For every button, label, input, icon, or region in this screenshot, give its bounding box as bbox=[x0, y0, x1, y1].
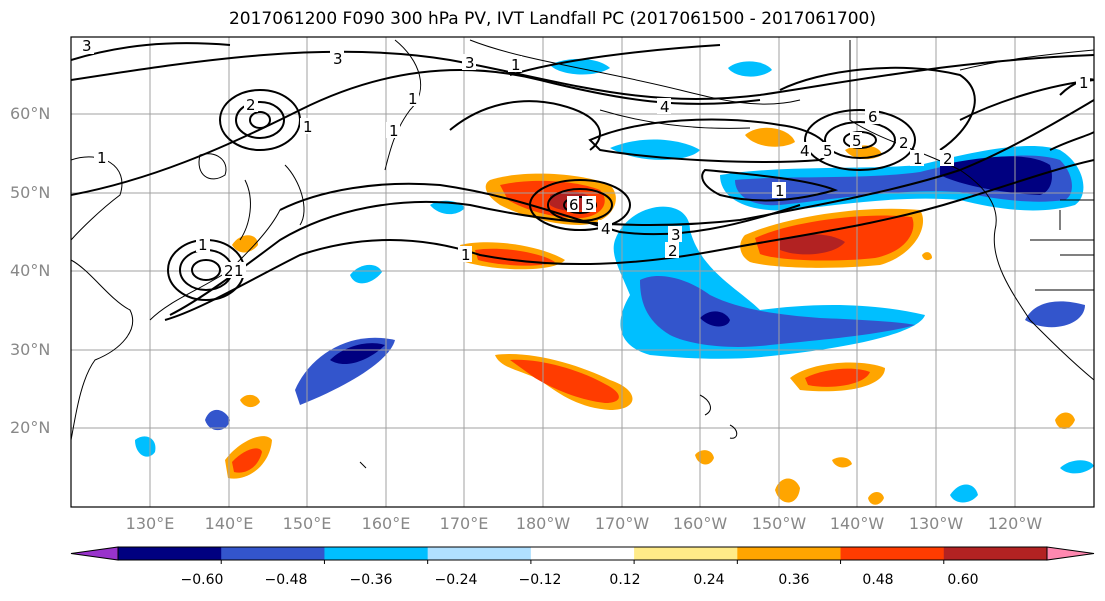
colorbar-outline bbox=[117, 546, 1048, 561]
map-frame bbox=[70, 36, 1095, 508]
positive-anomaly-region bbox=[868, 492, 884, 505]
contour-labels: 3 3 1 1 1 1 2 3 4 5 6 1 1 2 1 4 5 6 1 2 … bbox=[80, 37, 1090, 280]
positive-anomaly-region bbox=[1055, 412, 1075, 429]
contour-label: 4 bbox=[601, 220, 611, 238]
contour-label: 3 bbox=[671, 226, 681, 244]
colorbar-segment bbox=[840, 547, 945, 560]
map-panel: 3 3 1 1 1 1 2 3 4 5 6 1 1 2 1 4 5 6 1 2 … bbox=[70, 36, 1095, 508]
contour-label: 1 bbox=[389, 122, 399, 140]
longitude-label: 170°W bbox=[594, 514, 650, 533]
negative-anomaly-region bbox=[205, 409, 230, 431]
colorbar-segment bbox=[530, 547, 635, 560]
longitude-label: 130°E bbox=[125, 514, 175, 533]
map-title: 2017061200 F090 300 hPa PV, IVT Landfall… bbox=[228, 9, 876, 29]
colorbar-tick-label: −0.12 bbox=[518, 572, 562, 588]
colorbar-tick-label: 0.48 bbox=[862, 572, 894, 588]
contour-label: 5 bbox=[852, 132, 862, 150]
latitude-label: 40°N bbox=[10, 261, 51, 280]
contour-label: 1 bbox=[303, 118, 313, 136]
contour-label: 2 bbox=[668, 242, 678, 260]
colorbar-tick-label: 0.60 bbox=[947, 572, 979, 588]
contour-label: 2 bbox=[246, 96, 256, 114]
contour-label: 2 bbox=[224, 262, 234, 280]
contour-label: 1 bbox=[461, 246, 471, 264]
contour-label: 1 bbox=[198, 236, 208, 254]
pv-contours bbox=[71, 42, 1094, 321]
contour-label: 3 bbox=[465, 54, 475, 72]
contour-label: 1 bbox=[1079, 74, 1089, 92]
positive-anomaly-region bbox=[780, 234, 845, 255]
contour-label: 1 bbox=[97, 149, 107, 167]
colorbar-segment bbox=[737, 547, 842, 560]
colorbar-tick-label: −0.60 bbox=[180, 572, 224, 588]
positive-anomaly-region bbox=[922, 252, 932, 261]
colorbar-segment bbox=[427, 547, 532, 560]
contour-label: 1 bbox=[913, 150, 923, 168]
negative-anomaly-region bbox=[330, 343, 385, 365]
colorbar-segment bbox=[943, 547, 1048, 560]
latitude-label: 50°N bbox=[10, 183, 51, 202]
colorbar-tick-label: 0.36 bbox=[778, 572, 810, 588]
colorbar-segment bbox=[221, 547, 325, 560]
contour-label: 4 bbox=[800, 142, 810, 160]
colorbar-extend-high bbox=[1046, 546, 1095, 561]
negative-anomaly-region bbox=[640, 275, 915, 347]
contour-label: 4 bbox=[660, 98, 670, 116]
graticule bbox=[71, 37, 1094, 507]
contour-label: 3 bbox=[333, 50, 343, 68]
colorbar-tick-label: −0.48 bbox=[264, 572, 308, 588]
positive-anomaly-region bbox=[745, 127, 795, 147]
longitude-label: 120°W bbox=[987, 514, 1043, 533]
longitude-label: 130°W bbox=[908, 514, 964, 533]
colorbar-tick-label: 0.12 bbox=[609, 572, 641, 588]
negative-anomaly-region bbox=[1060, 460, 1094, 474]
latitude-label: 20°N bbox=[10, 418, 51, 437]
longitude-label: 180°W bbox=[515, 514, 571, 533]
contour-label: 1 bbox=[408, 90, 418, 108]
longitude-label: 160°W bbox=[672, 514, 728, 533]
positive-anomaly-region bbox=[510, 359, 619, 403]
positive-anomaly-region bbox=[240, 394, 260, 408]
latitude-label: 60°N bbox=[10, 104, 51, 123]
positive-anomaly-region bbox=[232, 448, 262, 473]
negative-anomaly-region bbox=[700, 311, 730, 327]
contour-label: 5 bbox=[823, 142, 833, 160]
colorbar-segment bbox=[634, 547, 738, 560]
longitude-label: 160°E bbox=[361, 514, 411, 533]
contour-label: 1 bbox=[511, 56, 521, 74]
colorbar-segment bbox=[118, 547, 222, 560]
negative-anomaly-region bbox=[350, 264, 382, 284]
contour-label: 5 bbox=[585, 196, 595, 214]
contour-label: 1 bbox=[234, 262, 244, 280]
colorbar-tick-label: 0.24 bbox=[693, 572, 725, 588]
positive-anomaly-region bbox=[845, 145, 882, 160]
contour-label: 3 bbox=[82, 37, 92, 55]
contour-label: 2 bbox=[943, 150, 953, 168]
longitude-label: 150°E bbox=[282, 514, 332, 533]
longitude-label: 140°E bbox=[204, 514, 254, 533]
contour-label: 2 bbox=[899, 134, 909, 152]
longitude-label: 170°E bbox=[439, 514, 489, 533]
contour-label: 6 bbox=[868, 108, 878, 126]
negative-anomaly-region bbox=[728, 61, 772, 77]
latitude-label: 30°N bbox=[10, 340, 51, 359]
contour-label: 1 bbox=[775, 182, 785, 200]
negative-anomaly-region bbox=[1025, 301, 1085, 328]
positive-anomaly-region bbox=[775, 478, 800, 503]
colorbar-extend-low bbox=[70, 546, 119, 561]
contour-label: 6 bbox=[569, 196, 579, 214]
colorbar-tick-label: −0.24 bbox=[434, 572, 478, 588]
colorbar-segment bbox=[324, 547, 429, 560]
positive-anomaly-region bbox=[805, 368, 870, 387]
colorbar-tick-label: −0.36 bbox=[349, 572, 393, 588]
positive-anomaly-region bbox=[832, 457, 852, 468]
negative-anomaly-region bbox=[950, 484, 978, 503]
longitude-label: 150°W bbox=[751, 514, 807, 533]
longitude-label: 140°W bbox=[829, 514, 885, 533]
